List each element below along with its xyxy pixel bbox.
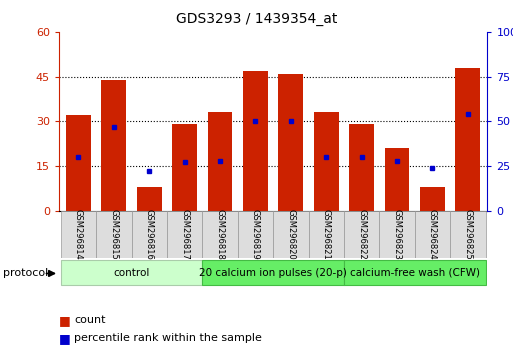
Bar — [66, 115, 91, 211]
Text: GDS3293 / 1439354_at: GDS3293 / 1439354_at — [176, 12, 337, 27]
Text: GSM296822: GSM296822 — [357, 209, 366, 260]
Bar — [131, 211, 167, 258]
Bar — [202, 260, 344, 285]
Text: GSM296824: GSM296824 — [428, 209, 437, 260]
Bar — [349, 124, 374, 211]
Bar — [314, 112, 339, 211]
Text: ■: ■ — [59, 314, 71, 327]
Text: percentile rank within the sample: percentile rank within the sample — [74, 333, 262, 343]
Text: GSM296815: GSM296815 — [109, 209, 119, 260]
Text: GSM296820: GSM296820 — [286, 209, 295, 260]
Bar — [137, 187, 162, 211]
Bar — [61, 260, 202, 285]
Bar — [167, 211, 202, 258]
Text: GSM296823: GSM296823 — [392, 209, 402, 260]
Bar — [61, 211, 96, 258]
Text: GSM296821: GSM296821 — [322, 209, 331, 260]
Bar — [344, 211, 380, 258]
Text: control: control — [113, 268, 150, 278]
Text: count: count — [74, 315, 106, 325]
Text: GSM296825: GSM296825 — [463, 209, 472, 260]
Bar — [415, 211, 450, 258]
Text: protocol: protocol — [3, 268, 48, 278]
Text: GSM296816: GSM296816 — [145, 209, 154, 260]
Bar — [202, 211, 238, 258]
Text: GSM296818: GSM296818 — [215, 209, 225, 260]
Text: GSM296819: GSM296819 — [251, 209, 260, 260]
Bar — [344, 260, 486, 285]
Bar — [456, 68, 480, 211]
Bar — [273, 211, 309, 258]
Bar — [172, 124, 197, 211]
Bar — [380, 211, 415, 258]
Text: calcium-free wash (CFW): calcium-free wash (CFW) — [350, 268, 480, 278]
Bar — [238, 211, 273, 258]
Bar — [102, 80, 126, 211]
Text: ■: ■ — [59, 332, 71, 344]
Bar — [279, 74, 303, 211]
Bar — [385, 148, 409, 211]
Bar — [243, 70, 268, 211]
Bar — [208, 112, 232, 211]
Bar — [450, 211, 486, 258]
Bar — [309, 211, 344, 258]
Bar — [420, 187, 445, 211]
Text: GSM296814: GSM296814 — [74, 209, 83, 260]
Text: 20 calcium ion pulses (20-p): 20 calcium ion pulses (20-p) — [199, 268, 347, 278]
Text: GSM296817: GSM296817 — [180, 209, 189, 260]
Bar — [96, 211, 131, 258]
